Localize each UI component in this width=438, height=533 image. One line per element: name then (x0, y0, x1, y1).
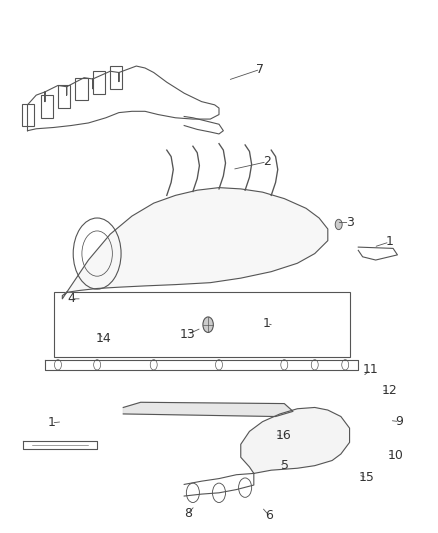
Bar (93, 71, 105, 94)
Bar (75, 78, 88, 100)
Text: 14: 14 (96, 333, 112, 345)
Text: 10: 10 (387, 449, 403, 462)
Polygon shape (123, 402, 293, 416)
Text: 11: 11 (363, 364, 378, 376)
Bar (53, 293, 350, 357)
Polygon shape (62, 188, 328, 299)
Bar (110, 66, 122, 88)
Text: 3: 3 (346, 216, 353, 229)
Bar (41, 95, 53, 118)
Text: 9: 9 (396, 415, 403, 428)
Circle shape (335, 219, 342, 230)
Bar (58, 85, 70, 108)
Text: 12: 12 (382, 384, 397, 397)
Text: 4: 4 (67, 292, 75, 305)
Text: 1: 1 (47, 416, 55, 430)
Text: 8: 8 (184, 507, 192, 520)
Text: 15: 15 (359, 472, 375, 484)
Bar (22, 103, 34, 126)
Polygon shape (241, 407, 350, 473)
Text: 16: 16 (276, 430, 291, 442)
Text: 2: 2 (263, 155, 271, 168)
Text: 13: 13 (180, 328, 195, 341)
Text: 7: 7 (256, 63, 265, 76)
Text: 1: 1 (263, 317, 271, 330)
Circle shape (203, 317, 213, 333)
Text: 6: 6 (265, 509, 273, 522)
Text: 1: 1 (386, 236, 394, 248)
Text: 5: 5 (281, 459, 289, 472)
